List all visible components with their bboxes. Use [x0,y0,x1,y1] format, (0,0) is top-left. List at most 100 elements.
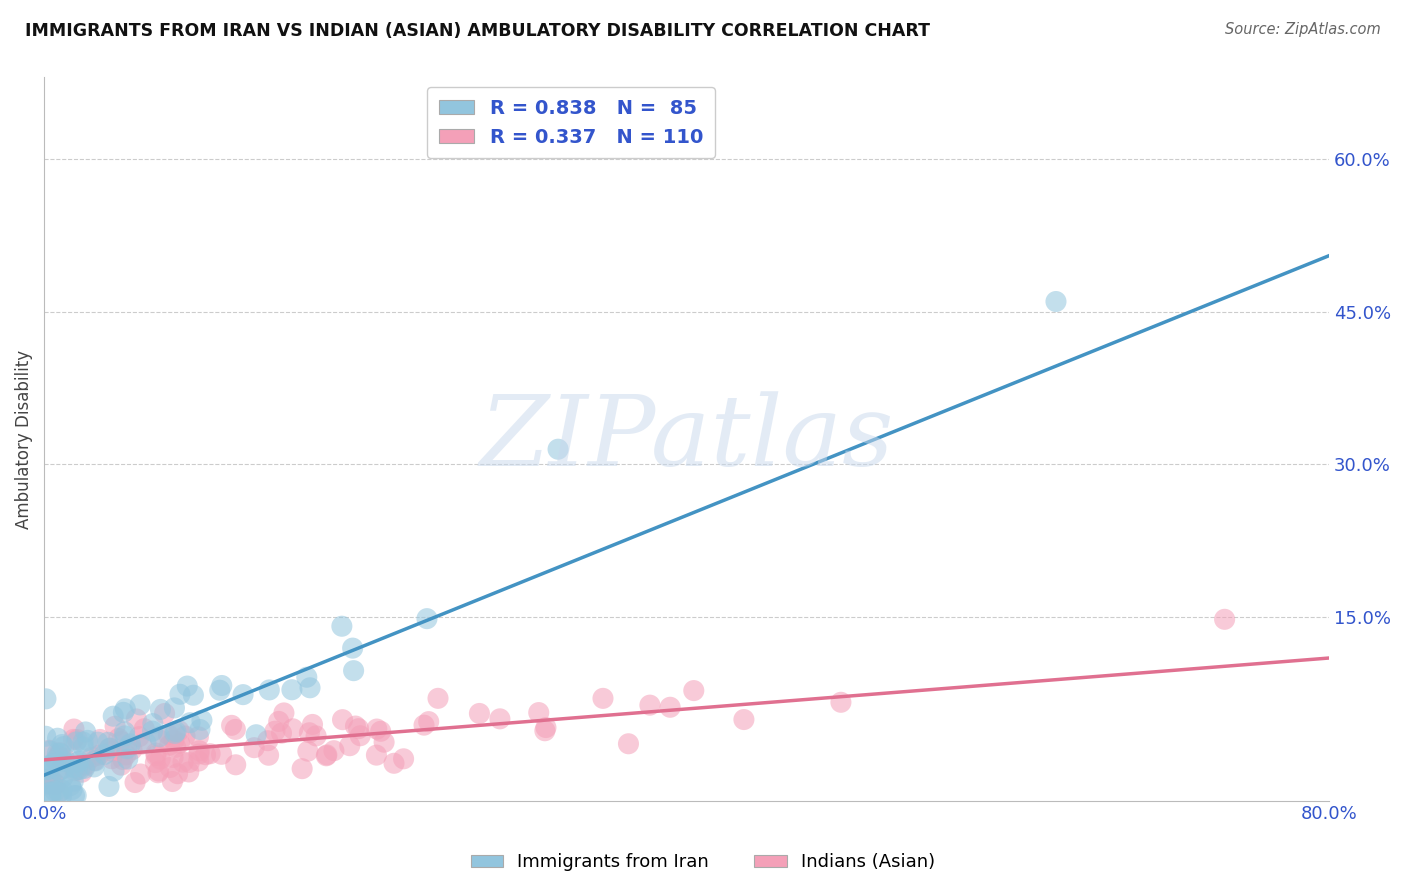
Point [172,755,194,769]
Point [44,784,66,798]
Point [62,732,84,747]
Point [330,619,353,633]
Point [76,733,98,747]
Point [103,709,125,723]
Point [211,678,233,692]
Point [221,718,243,732]
Point [35,778,58,792]
Point [733,713,755,727]
Point [342,664,364,678]
Point [110,734,132,748]
Legend: R = 0.838   N =  85, R = 0.337   N = 110: R = 0.838 N = 85, R = 0.337 N = 110 [427,87,714,158]
Point [163,726,186,740]
Point [97,735,120,749]
Point [97,780,120,794]
Point [49,763,72,777]
Legend: Immigrants from Iran, Indians (Asian): Immigrants from Iran, Indians (Asian) [464,847,942,879]
Point [243,740,266,755]
Point [392,752,415,766]
Point [67,754,90,768]
Point [83,754,105,768]
Point [617,737,640,751]
Point [131,737,153,751]
Point [301,717,323,731]
Point [107,731,129,746]
Point [98,741,121,756]
Point [63,764,86,778]
Point [38,744,60,758]
Point [1045,294,1067,309]
Point [146,765,169,780]
Point [592,691,614,706]
Point [72,735,94,749]
Point [110,758,132,772]
Point [114,729,136,743]
Point [322,744,344,758]
Point [141,724,163,739]
Point [159,738,181,752]
Point [114,725,136,739]
Point [63,722,86,736]
Point [83,760,105,774]
Point [103,764,125,778]
Point [1213,612,1236,626]
Point [52,770,75,784]
Point [298,681,321,695]
Point [37,762,59,776]
Point [84,754,107,768]
Point [39,789,62,803]
Point [339,739,361,753]
Point [69,763,91,777]
Point [638,698,661,713]
Point [183,688,205,702]
Text: Source: ZipAtlas.com: Source: ZipAtlas.com [1225,22,1381,37]
Point [48,764,70,778]
Point [38,786,60,800]
Point [187,754,209,768]
Point [427,691,450,706]
Point [159,760,181,774]
Point [179,756,201,770]
Point [267,714,290,729]
Y-axis label: Ambulatory Disability: Ambulatory Disability [15,350,32,529]
Point [87,735,110,749]
Point [114,702,136,716]
Point [121,743,143,757]
Point [104,719,127,733]
Point [232,688,254,702]
Point [125,712,148,726]
Point [167,723,190,738]
Point [135,736,157,750]
Point [270,726,292,740]
Point [46,746,69,760]
Point [366,722,388,736]
Point [342,641,364,656]
Point [187,747,209,761]
Point [66,763,89,777]
Point [72,740,94,755]
Point [373,735,395,749]
Point [35,729,58,743]
Point [129,698,152,712]
Point [149,702,172,716]
Point [169,687,191,701]
Point [129,767,152,781]
Point [257,748,280,763]
Point [37,759,59,773]
Point [547,442,569,457]
Point [128,730,150,744]
Point [165,740,187,755]
Point [281,722,304,736]
Point [52,755,75,769]
Point [291,762,314,776]
Point [42,756,65,771]
Point [297,744,319,758]
Point [418,714,440,729]
Point [112,706,135,720]
Point [208,683,231,698]
Point [42,774,65,789]
Point [120,737,142,751]
Point [45,753,67,767]
Point [179,715,201,730]
Point [100,752,122,766]
